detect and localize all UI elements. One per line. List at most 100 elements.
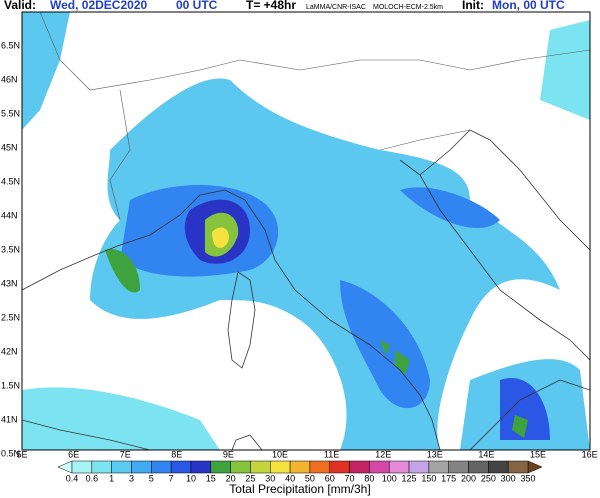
- coastline: [469, 379, 590, 450]
- lon-label: 9E: [223, 449, 234, 459]
- colorbar-label: 50: [305, 473, 315, 483]
- colorbar-label: 20: [226, 473, 236, 483]
- lat-label: 6.5N: [1, 40, 20, 50]
- colorbar-label: 60: [325, 473, 335, 483]
- colorbar-box: [250, 460, 271, 474]
- lon-label: 5E: [16, 449, 27, 459]
- valid-label: Valid:: [4, 0, 36, 12]
- colorbar-box: [468, 460, 489, 474]
- lat-label: 43N: [1, 278, 18, 288]
- colorbar-box: [151, 460, 172, 474]
- map-area: [21, 11, 591, 451]
- lon-label: 7E: [120, 449, 131, 459]
- colorbar-label: 25: [245, 473, 255, 483]
- colorbar-label: 10: [186, 473, 196, 483]
- colorbar-label: 1: [109, 473, 114, 483]
- colorbar-box: [428, 460, 449, 474]
- precip-area: [380, 340, 390, 355]
- lat-label: 4.5N: [1, 176, 20, 186]
- border: [109, 89, 131, 221]
- colorbar-box: [507, 460, 529, 474]
- lead-time: T= +48hr: [246, 0, 296, 12]
- lon-label: 16E: [582, 449, 598, 459]
- lat-label: 1.5N: [1, 380, 20, 390]
- colorbar-label: 80: [364, 473, 374, 483]
- lon-label: 14E: [478, 449, 494, 459]
- precip-area: [105, 249, 140, 293]
- coastline: [22, 189, 441, 450]
- colorbar-box: [488, 460, 509, 474]
- colorbar-label: 40: [285, 473, 295, 483]
- colorbar-label: 3: [129, 473, 134, 483]
- colorbar-box: [230, 460, 251, 474]
- lat-label: 46N: [1, 74, 18, 84]
- colorbar-title: Total Precipitation [mm/3h]: [229, 482, 370, 496]
- colorbar-box: [111, 460, 132, 474]
- colorbar-box: [309, 460, 330, 474]
- colorbar-label: 150: [421, 473, 436, 483]
- colorbar-box: [170, 460, 192, 474]
- lon-label: 6E: [68, 449, 79, 459]
- colorbar-box: [91, 460, 112, 474]
- colorbar-box: [210, 460, 231, 474]
- colorbar-box: [270, 460, 291, 474]
- border: [379, 129, 471, 151]
- lat-label: 41N: [1, 414, 18, 424]
- lat-label: 0.5N: [1, 448, 20, 458]
- lon-label: 12E: [375, 449, 391, 459]
- colorbar-label: 5: [149, 473, 154, 483]
- colorbar-label: 15: [206, 473, 216, 483]
- colorbar-label: 30: [265, 473, 275, 483]
- lat-label: 45N: [1, 142, 18, 152]
- precip-area: [212, 227, 229, 248]
- colorbar-box: [408, 460, 430, 474]
- coastline: [22, 419, 151, 450]
- colorbar-label: 0.4: [66, 473, 79, 483]
- colorbar-label: 125: [402, 473, 417, 483]
- corsica: [227, 271, 256, 369]
- colorbar-label: 100: [382, 473, 397, 483]
- valid-hour: 00 UTC: [176, 0, 218, 12]
- lon-label: 8E: [171, 449, 182, 459]
- colorbar-box: [369, 460, 390, 474]
- colorbar-label: 200: [461, 473, 476, 483]
- colorbar-box: [289, 460, 311, 474]
- map-frame: [21, 11, 591, 451]
- coastline: [399, 159, 590, 361]
- precip-area: [400, 187, 500, 229]
- lon-label: 13E: [427, 449, 443, 459]
- lat-label: 42N: [1, 346, 18, 356]
- init-value: Mon, 00 UTC: [492, 0, 565, 12]
- lon-label: 15E: [530, 449, 546, 459]
- precip-area: [22, 12, 70, 130]
- lat-label: 3.5N: [1, 244, 20, 254]
- model: MOLOCH-ECM-2.5km: [373, 4, 443, 11]
- colorbar-box: [71, 460, 93, 474]
- border: [39, 12, 590, 91]
- colorbar-label: 70: [345, 473, 355, 483]
- colorbar-box: [388, 460, 410, 474]
- lat-label: 5.5N: [1, 108, 20, 118]
- colorbar-box: [190, 460, 212, 474]
- sardinia: [231, 434, 263, 450]
- coastline: [419, 129, 590, 251]
- colorbar-box: [131, 460, 152, 474]
- colorbar-box: [349, 460, 370, 474]
- lat-label: 2.5N: [1, 312, 20, 322]
- colorbar-label: 300: [501, 473, 516, 483]
- precip-area: [22, 387, 220, 450]
- precip-area: [500, 378, 550, 440]
- colorbar-label: 350: [520, 473, 535, 483]
- valid-day: Wed, 02DEC2020: [50, 0, 147, 12]
- precip-area: [540, 20, 590, 120]
- colorbar-label: 250: [481, 473, 496, 483]
- precip-area: [90, 78, 560, 450]
- colorbar-box: [448, 460, 469, 474]
- colorbar-box: [329, 460, 350, 474]
- lon-label: 10E: [272, 449, 288, 459]
- lat-label: 44N: [1, 210, 18, 220]
- colorbar-label: 0.6: [86, 473, 99, 483]
- colorbar-label: 175: [441, 473, 456, 483]
- precip-area: [512, 415, 528, 438]
